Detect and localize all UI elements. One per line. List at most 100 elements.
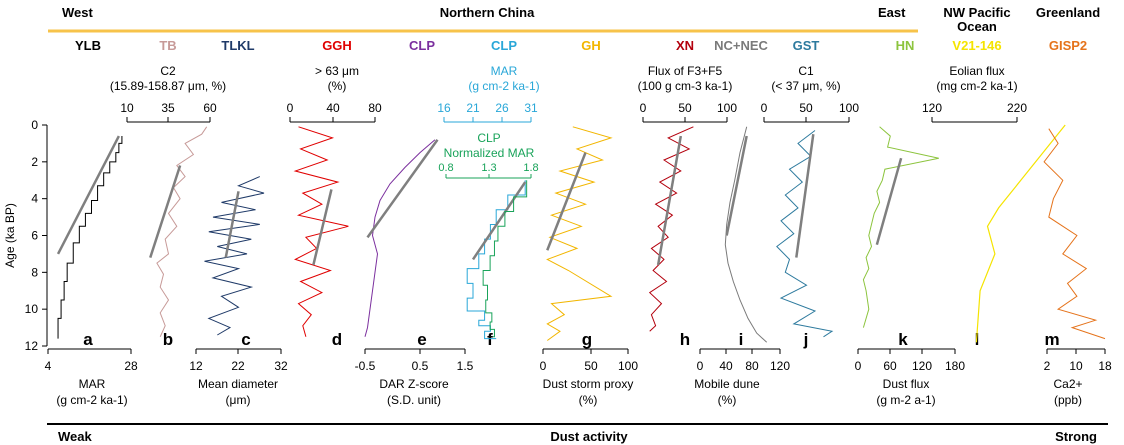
- series-line-e: [364, 139, 436, 337]
- panel-h: XN Flux of F3+F5(100 g cm-3 ka-1) 0 50 100 h: [638, 38, 738, 349]
- site-label-a: YLB: [75, 38, 101, 53]
- top-title-d: (%): [328, 79, 347, 93]
- panel-letter-b: b: [163, 330, 173, 349]
- trend-line-d: [312, 189, 333, 266]
- series-line-m: [1043, 128, 1106, 340]
- top-tick-label-f: 16: [437, 101, 451, 115]
- panel-letter-f: f: [487, 330, 493, 349]
- site-label-g: GH: [581, 38, 601, 53]
- top-title-b: (15.89-158.87 μm, %): [110, 79, 226, 93]
- inset-tick-label: 1.3: [481, 162, 496, 174]
- header-nw-pacific-label: NW Pacific: [943, 5, 1010, 20]
- header: West Northern China East NW Pacific Ocea…: [48, 5, 1100, 34]
- clp-normalized-mar-inset: CLP Normalized MAR 0.8 1.3 1.8: [438, 131, 539, 179]
- bottom-label-i: (%): [718, 393, 737, 407]
- inset-title: CLP: [477, 131, 500, 145]
- top-tick-label-f: 31: [524, 101, 538, 115]
- bottom-tick-label-i: 80: [745, 359, 759, 373]
- top-title-h: (100 g cm-3 ka-1): [638, 79, 733, 93]
- trend-line-i: [725, 135, 748, 236]
- bottom-tick-label-c: 32: [274, 359, 288, 373]
- footer-strong-label: Strong: [1055, 429, 1097, 444]
- series-line-a: [57, 136, 123, 339]
- bottom-tick-label-k: 60: [883, 359, 897, 373]
- top-tick-label-b: 60: [203, 101, 217, 115]
- age-tick-label: 4: [31, 192, 38, 206]
- inset-tick-label: 1.8: [523, 162, 538, 174]
- age-axis: 0 2 4 6 8 10 12 Age (ka BP): [3, 118, 48, 353]
- panel-letter-m: m: [1044, 330, 1059, 349]
- series-line-d: [293, 126, 349, 337]
- series-line-l: [975, 124, 1066, 343]
- series-line-j: [776, 130, 834, 338]
- top-tick-label-b: 10: [120, 101, 134, 115]
- bottom-label-m: (ppb): [1054, 393, 1082, 407]
- top-tick-label-f: 21: [466, 101, 480, 115]
- panels: YLB 4 28 MAR (g cm-2 ka-1) a TB C2(15.89-158.87…: [45, 38, 1112, 407]
- age-tick-label: 6: [31, 229, 38, 243]
- bottom-tick-label-i: 40: [719, 359, 733, 373]
- bottom-label-e: DAR Z-score: [379, 377, 449, 391]
- trend-line-g: [546, 152, 587, 251]
- inset-tick-label: 0.8: [438, 162, 453, 174]
- bottom-tick-label-a: 4: [45, 359, 52, 373]
- bottom-label-c: (μm): [226, 393, 251, 407]
- header-ocean-label: Ocean: [957, 19, 997, 34]
- panel-i: NC+NEC 0 40 80 120 Mobile dune (%) i: [694, 38, 790, 407]
- bottom-label-e: (S.D. unit): [387, 393, 441, 407]
- trend-line-j: [795, 134, 815, 258]
- series-line-f: [466, 180, 526, 340]
- panel-letter-a: a: [83, 330, 93, 349]
- site-label-h: XN: [676, 38, 694, 53]
- site-label-i: NC+NEC: [714, 38, 768, 53]
- header-west-label: West: [62, 5, 93, 20]
- panel-letter-j: j: [803, 330, 809, 349]
- site-label-b: TB: [159, 38, 176, 53]
- age-tick-label: 10: [25, 302, 39, 316]
- series-line-g: [546, 126, 613, 341]
- series-line-i: [724, 126, 768, 343]
- bottom-label-i: Mobile dune: [694, 377, 760, 391]
- bottom-tick-label-k: 180: [945, 359, 965, 373]
- top-title-h: Flux of F3+F5: [648, 64, 723, 78]
- site-label-f: CLP: [491, 38, 517, 53]
- panel-b: TB C2(15.89-158.87 μm, %) 10 35 60 b: [110, 38, 226, 349]
- panel-a: YLB 4 28 MAR (g cm-2 ka-1) a: [45, 38, 138, 407]
- site-label-m: GISP2: [1049, 38, 1087, 53]
- bottom-label-a: MAR: [79, 377, 106, 391]
- bottom-tick-label-m: 2: [1044, 359, 1051, 373]
- bottom-tick-label-k: 120: [912, 359, 932, 373]
- panel-letter-g: g: [582, 330, 592, 349]
- site-label-j: GST: [793, 38, 820, 53]
- top-title-d: > 63 μm: [315, 64, 359, 78]
- site-label-d: GGH: [322, 38, 352, 53]
- top-title-b: C2: [160, 64, 176, 78]
- age-tick-label: 8: [31, 265, 38, 279]
- series-line-c: [204, 176, 265, 336]
- panel-letter-k: k: [898, 330, 908, 349]
- top-tick-label-l: 120: [922, 101, 942, 115]
- top-tick-label-h: 100: [717, 101, 737, 115]
- top-tick-label-h: 50: [678, 101, 692, 115]
- site-label-c: TLKL: [221, 38, 254, 53]
- panel-letter-d: d: [332, 330, 342, 349]
- top-tick-label-j: 50: [799, 101, 813, 115]
- panel-letter-i: i: [739, 330, 744, 349]
- top-tick-label-b: 35: [161, 101, 175, 115]
- series-line-b: [156, 126, 208, 338]
- panel-g: GH 0 50 100 Dust storm proxy (%) g: [540, 38, 639, 407]
- top-tick-label-j: 0: [761, 101, 768, 115]
- bottom-label-c: Mean diameter: [198, 377, 278, 391]
- top-tick-label-d: 40: [326, 101, 340, 115]
- top-title-f: (g cm-2 ka-1): [468, 79, 539, 93]
- bottom-label-k: Dust flux: [883, 377, 930, 391]
- trend-line-a: [56, 135, 120, 255]
- trend-line-f: [471, 181, 527, 261]
- panel-f: CLP MAR(g cm-2 ka-1) 16 21 26 31 f: [437, 38, 539, 349]
- bottom-tick-label-i: 120: [770, 359, 790, 373]
- bottom-tick-label-e: -0.5: [355, 359, 376, 373]
- trend-line-b: [149, 165, 182, 258]
- bottom-tick-label-a: 28: [124, 359, 138, 373]
